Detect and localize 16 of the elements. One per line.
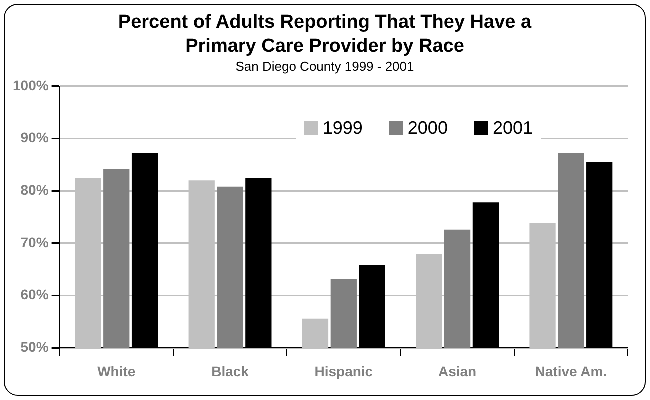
chart-title: Percent of Adults Reporting That They Have a Primary Care Provider by Race: [117, 11, 533, 59]
x-tick-label: Asian: [438, 363, 477, 380]
x-tick-label: Native Am.: [535, 363, 608, 380]
chart-subtitle: San Diego County 1999 - 2001: [234, 59, 416, 75]
y-tick-label: 80%: [20, 182, 50, 198]
legend-label: 2001: [492, 118, 533, 139]
x-tick-label: Black: [212, 363, 250, 380]
y-tick-label: 100%: [12, 77, 50, 94]
legend-label: 2000: [408, 118, 448, 139]
y-tick-label: 60%: [20, 286, 50, 303]
legend-label: 1999: [322, 118, 363, 139]
x-tick-label: Hispanic: [314, 363, 374, 380]
y-tick-label: 50%: [20, 339, 50, 356]
y-tick-label: 70%: [20, 234, 50, 250]
x-tick-label: White: [98, 363, 136, 380]
y-tick-label: 90%: [20, 130, 50, 146]
